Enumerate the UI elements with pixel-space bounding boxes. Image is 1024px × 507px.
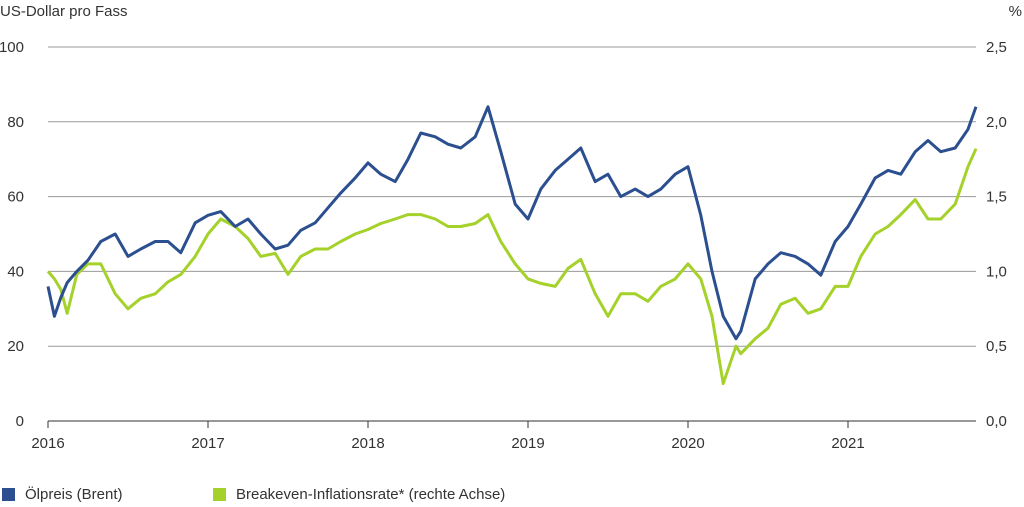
line-chart: 0 0,0 20 0,5 40 1,0 60 1,5 80 2,0 100 2,5 2016 2017 20… [0,3,1022,452]
y-left-tick-label: 40 [7,263,24,280]
series-line-inflation [46,148,978,386]
y-left-tick-label: 100 [0,39,24,56]
left-axis-label: US-Dollar pro Fass [0,3,128,20]
legend-item-oil: Ölpreis (Brent) [2,486,123,503]
x-tick-label: 2017 [191,435,224,452]
right-axis-label: % [1009,3,1022,20]
y-right-tick-label: 2,0 [986,114,1007,131]
y-right-tick-label: 2,5 [986,39,1007,56]
x-tick-label: 2020 [671,435,704,452]
y-left-tick-label: 60 [7,189,24,206]
legend-item-inflation: Breakeven-Inflationsrate* (rechte Achse) [213,486,505,503]
y-right-tick-label: 1,0 [986,263,1007,280]
y-left-tick-label: 0 [16,413,24,430]
legend-label-inflation: Breakeven-Inflationsrate* (rechte Achse) [236,486,506,503]
series-line-oil [46,105,978,341]
legend-swatch-inflation [213,488,226,501]
legend-label-oil: Ölpreis (Brent) [25,486,123,503]
x-tick-label: 2018 [351,435,384,452]
y-right-tick-label: 1,5 [986,189,1007,206]
legend-swatch-oil [2,488,15,501]
y-right-tick-label: 0,0 [986,413,1007,430]
x-tick-label: 2019 [511,435,544,452]
x-tick-label: 2016 [31,435,64,452]
y-right-tick-label: 0,5 [986,338,1007,355]
legend: Ölpreis (Brent) Breakeven-Inflationsrate… [0,486,1024,506]
y-left-tick-label: 20 [7,338,24,355]
y-left-tick-label: 80 [7,114,24,131]
x-tick-label: 2021 [831,435,864,452]
